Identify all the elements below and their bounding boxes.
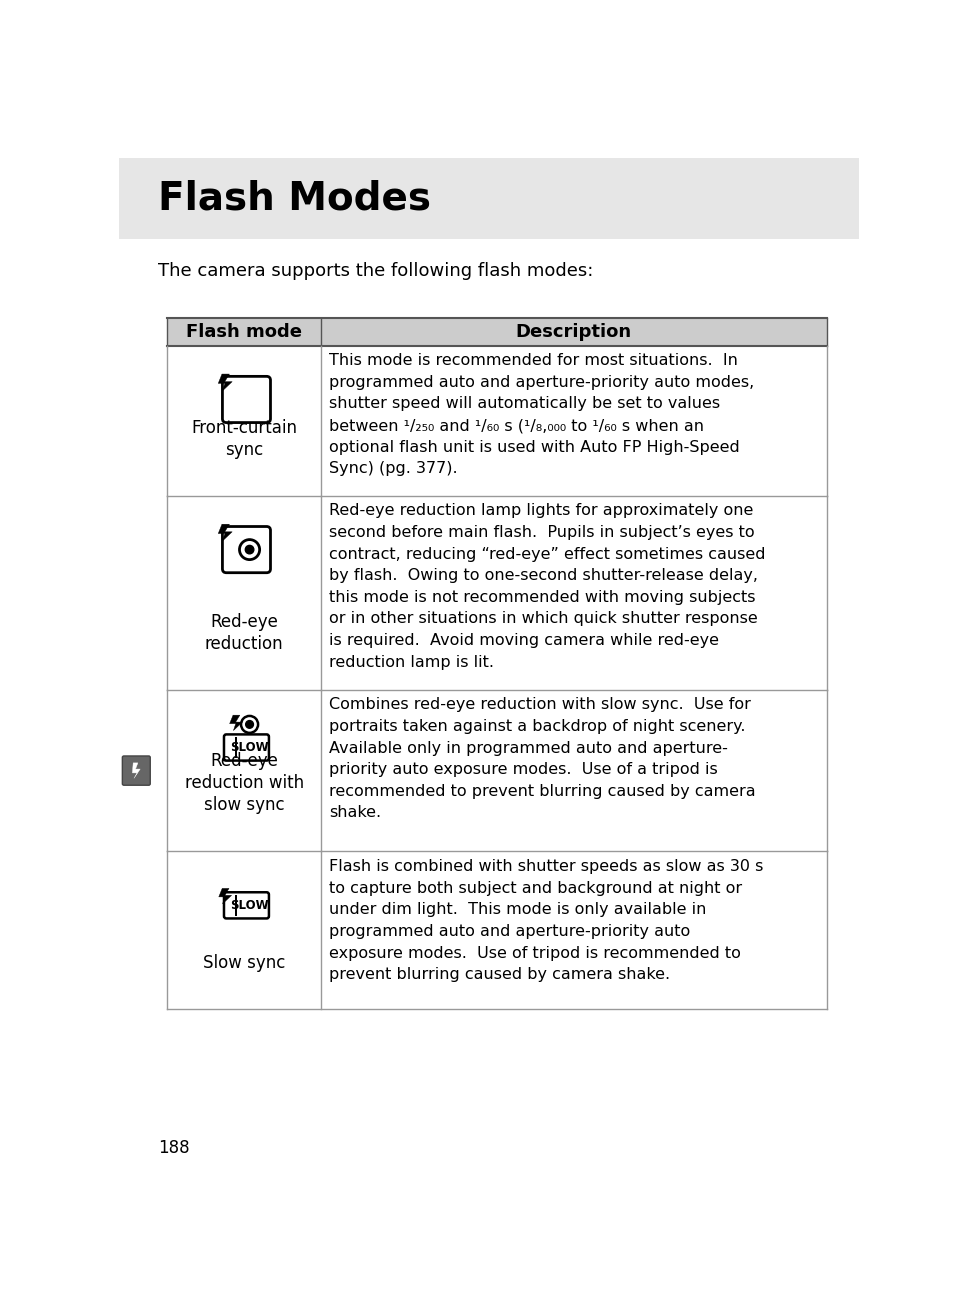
Bar (119, 158, 858, 239)
Circle shape (245, 545, 253, 553)
Text: Front-curtain
sync: Front-curtain sync (191, 419, 296, 459)
Text: 188: 188 (158, 1139, 190, 1156)
Polygon shape (132, 763, 140, 778)
Text: The camera supports the following flash modes:: The camera supports the following flash … (158, 261, 593, 280)
Polygon shape (218, 888, 232, 904)
Polygon shape (218, 374, 232, 392)
Text: Slow sync: Slow sync (203, 954, 285, 972)
Circle shape (246, 720, 253, 728)
Polygon shape (218, 524, 232, 541)
Text: Red-eye
reduction: Red-eye reduction (205, 612, 283, 653)
FancyBboxPatch shape (122, 756, 150, 786)
Text: SLOW: SLOW (230, 899, 269, 912)
Bar (167, 318, 826, 346)
Text: Flash Modes: Flash Modes (158, 179, 431, 217)
Text: Flash is combined with shutter speeds as slow as 30 s
to capture both subject an: Flash is combined with shutter speeds as… (329, 859, 762, 982)
Text: Red-eye reduction lamp lights for approximately one
second before main flash.  P: Red-eye reduction lamp lights for approx… (329, 503, 764, 670)
Polygon shape (230, 715, 242, 731)
Text: This mode is recommended for most situations.  In
programmed auto and aperture-p: This mode is recommended for most situat… (329, 353, 753, 476)
Text: SLOW: SLOW (230, 741, 269, 754)
Text: Red-eye
reduction with
slow sync: Red-eye reduction with slow sync (184, 752, 303, 815)
Text: Flash mode: Flash mode (186, 323, 302, 340)
Text: Description: Description (516, 323, 631, 340)
Text: Combines red-eye reduction with slow sync.  Use for
portraits taken against a ba: Combines red-eye reduction with slow syn… (329, 698, 755, 820)
